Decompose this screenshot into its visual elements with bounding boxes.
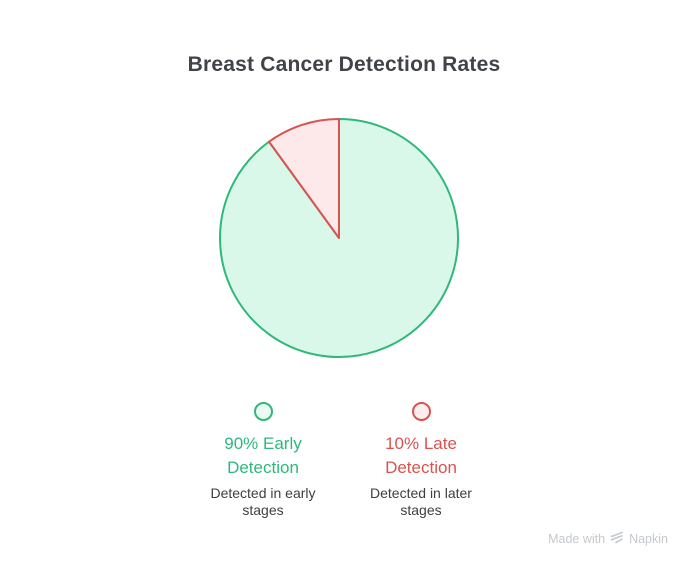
watermark-prefix: Made with <box>548 532 606 546</box>
napkin-logo-icon <box>610 531 624 547</box>
legend-label: 90% Early Detection <box>224 434 302 477</box>
chart-title: Breast Cancer Detection Rates <box>187 53 501 76</box>
legend-description: Detected in early stages <box>210 485 316 518</box>
legend-item-early-detection: 90% Early Detection Detected in early st… <box>186 402 340 519</box>
pie-slice <box>268 118 340 239</box>
pie-chart-container <box>218 117 460 359</box>
watermark-brand: Napkin <box>629 532 668 546</box>
legend-description: Detected in later stages <box>370 485 472 518</box>
legend-item-late-detection: 10% Late Detection Detected in later sta… <box>344 402 498 519</box>
legend-swatch-green-circle <box>253 402 273 421</box>
made-with-napkin-link[interactable]: Made with Napkin <box>548 531 668 547</box>
legend-swatch-red-circle <box>411 402 431 421</box>
legend-label: 10% Late Detection <box>385 434 457 477</box>
pie-chart <box>219 118 459 358</box>
